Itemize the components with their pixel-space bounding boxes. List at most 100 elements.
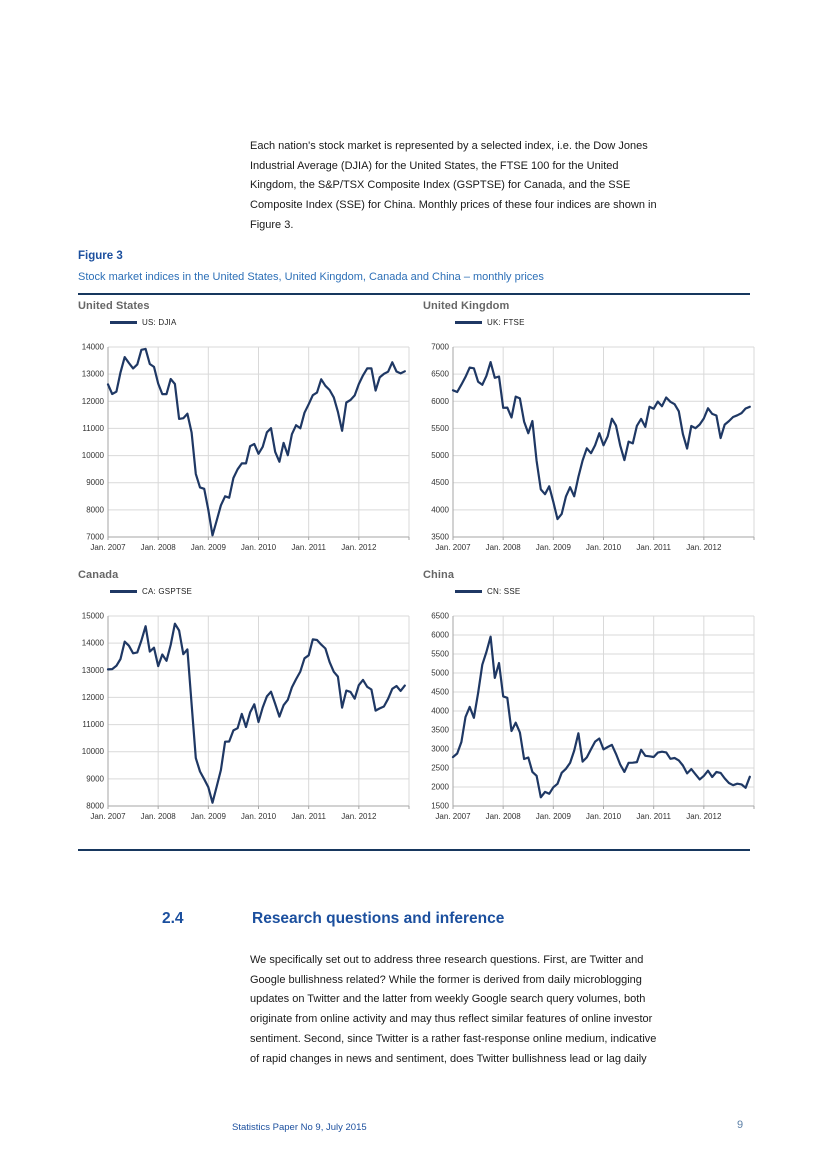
chart-title-china: China [423, 569, 455, 581]
svg-text:Jan. 2010: Jan. 2010 [241, 812, 277, 821]
svg-text:14000: 14000 [82, 639, 105, 648]
figure-title: Stock market indices in the United State… [78, 271, 544, 283]
svg-text:12000: 12000 [82, 397, 105, 406]
svg-text:Jan. 2010: Jan. 2010 [586, 812, 622, 821]
line-chart-svg: 7000 8000 9000 10000 11000 12000 13000 14000 Jan… [82, 343, 410, 552]
svg-text:Jan. 2008: Jan. 2008 [141, 812, 177, 821]
svg-text:Jan. 2011: Jan. 2011 [636, 543, 671, 552]
svg-text:Jan. 2009: Jan. 2009 [536, 812, 572, 821]
svg-text:10000: 10000 [82, 747, 105, 756]
legend-label-us: US: DJIA [142, 318, 177, 327]
svg-text:Jan. 2008: Jan. 2008 [486, 543, 522, 552]
svg-text:4500: 4500 [431, 478, 449, 487]
series-line [106, 622, 406, 804]
svg-text:Jan. 2010: Jan. 2010 [241, 543, 277, 552]
svg-text:5500: 5500 [431, 650, 449, 659]
svg-text:5000: 5000 [431, 669, 449, 678]
svg-text:4500: 4500 [431, 688, 449, 697]
svg-text:6000: 6000 [431, 397, 449, 406]
svg-text:Jan. 2007: Jan. 2007 [90, 543, 126, 552]
chart-legend-ca: CA: GSPTSE [110, 586, 411, 597]
svg-text:14000: 14000 [82, 343, 105, 352]
svg-text:Jan. 2012: Jan. 2012 [341, 812, 377, 821]
svg-text:Jan. 2012: Jan. 2012 [686, 543, 722, 552]
svg-text:Jan. 2011: Jan. 2011 [291, 543, 326, 552]
figure-bottom-rule [78, 849, 750, 851]
chart-panel-united-kingdom: United Kingdom UK: FTSE 3500 4000 4500 5000… [423, 300, 756, 558]
figure-label: Figure 3 [78, 250, 123, 262]
chart-us-djia: 7000 8000 9000 10000 11000 12000 13000 14000 Jan… [78, 331, 411, 557]
legend-line-icon [455, 321, 482, 324]
chart-panel-canada: Canada CA: GSPTSE 8000 9000 10000 11000 1200… [78, 569, 411, 827]
svg-text:3500: 3500 [431, 533, 449, 542]
page-number: 9 [737, 1119, 744, 1131]
svg-text:Jan. 2009: Jan. 2009 [191, 543, 227, 552]
svg-text:3500: 3500 [431, 726, 449, 735]
legend-line-icon [455, 590, 482, 593]
line-chart-svg: 8000 9000 10000 11000 12000 13000 14000 15000 Ja… [82, 612, 410, 821]
svg-text:Jan. 2009: Jan. 2009 [191, 812, 227, 821]
chart-title-united-states: United States [78, 300, 150, 312]
footer-text: Statistics Paper No 9, July 2015 [232, 1122, 367, 1133]
intro-paragraph: Each nation's stock market is represente… [250, 140, 657, 231]
legend-label-ca: CA: GSPTSE [142, 587, 193, 596]
svg-text:Jan. 2012: Jan. 2012 [686, 812, 722, 821]
svg-text:11000: 11000 [82, 720, 104, 729]
section-paragraph: We specifically set out to address three… [250, 954, 657, 1065]
chart-ca-gsptse: 8000 9000 10000 11000 12000 13000 14000 15000 Ja… [78, 600, 411, 826]
svg-text:Jan. 2008: Jan. 2008 [486, 812, 522, 821]
svg-text:7000: 7000 [86, 533, 104, 542]
svg-text:12000: 12000 [82, 693, 105, 702]
svg-text:4000: 4000 [431, 505, 449, 514]
chart-cn-sse: 1500 2000 2500 3000 3500 4000 4500 5000 5500 6000… [423, 600, 756, 826]
svg-text:7000: 7000 [431, 343, 449, 352]
svg-text:3000: 3000 [431, 745, 449, 754]
series-line [451, 635, 751, 799]
chart-uk-ftse: 3500 4000 4500 5000 5500 6000 6500 7000 Jan. 200… [423, 331, 756, 557]
svg-text:Jan. 2011: Jan. 2011 [636, 812, 671, 821]
svg-text:Jan. 2007: Jan. 2007 [90, 812, 126, 821]
svg-text:9000: 9000 [86, 478, 104, 487]
svg-text:8000: 8000 [86, 802, 104, 811]
svg-text:10000: 10000 [82, 451, 105, 460]
svg-text:2000: 2000 [431, 783, 449, 792]
svg-text:6500: 6500 [431, 370, 449, 379]
svg-text:Jan. 2008: Jan. 2008 [141, 543, 177, 552]
svg-text:8000: 8000 [86, 505, 104, 514]
svg-text:6500: 6500 [431, 612, 449, 621]
legend-label-uk: UK: FTSE [487, 318, 525, 327]
svg-text:15000: 15000 [82, 612, 105, 621]
section-title: Research questions and inference [252, 910, 505, 927]
chart-title-canada: Canada [78, 569, 119, 581]
chart-panel-china: China CN: SSE 1500 2000 2500 3000 3500 4000 45… [423, 569, 756, 827]
svg-text:Jan. 2007: Jan. 2007 [435, 543, 471, 552]
svg-text:Jan. 2012: Jan. 2012 [341, 543, 377, 552]
line-chart-svg: 1500 2000 2500 3000 3500 4000 4500 5000 5500 6000… [431, 612, 755, 821]
svg-text:Jan. 2011: Jan. 2011 [291, 812, 326, 821]
svg-text:Jan. 2010: Jan. 2010 [586, 543, 622, 552]
line-chart-svg: 3500 4000 4500 5000 5500 6000 6500 7000 Jan. 200… [431, 343, 755, 552]
svg-text:Jan. 2009: Jan. 2009 [536, 543, 572, 552]
series-line [106, 347, 406, 537]
series-line [451, 361, 751, 521]
legend-line-icon [110, 590, 137, 593]
legend-line-icon [110, 321, 137, 324]
svg-text:5000: 5000 [431, 451, 449, 460]
svg-text:9000: 9000 [86, 774, 104, 783]
svg-text:2500: 2500 [431, 764, 449, 773]
svg-text:13000: 13000 [82, 370, 105, 379]
legend-label-cn: CN: SSE [487, 587, 521, 596]
figure-top-rule [78, 293, 750, 295]
svg-text:13000: 13000 [82, 666, 105, 675]
chart-title-united-kingdom: United Kingdom [423, 300, 510, 312]
chart-panel-united-states: United States US: DJIA 7000 8000 9000 10000… [78, 300, 411, 558]
svg-text:6000: 6000 [431, 631, 449, 640]
svg-text:1500: 1500 [431, 802, 449, 811]
chart-legend-uk: UK: FTSE [455, 317, 756, 328]
svg-text:11000: 11000 [82, 424, 104, 433]
chart-legend-cn: CN: SSE [455, 586, 756, 597]
section-number: 2.4 [162, 910, 184, 927]
svg-text:4000: 4000 [431, 707, 449, 716]
svg-text:5500: 5500 [431, 424, 449, 433]
